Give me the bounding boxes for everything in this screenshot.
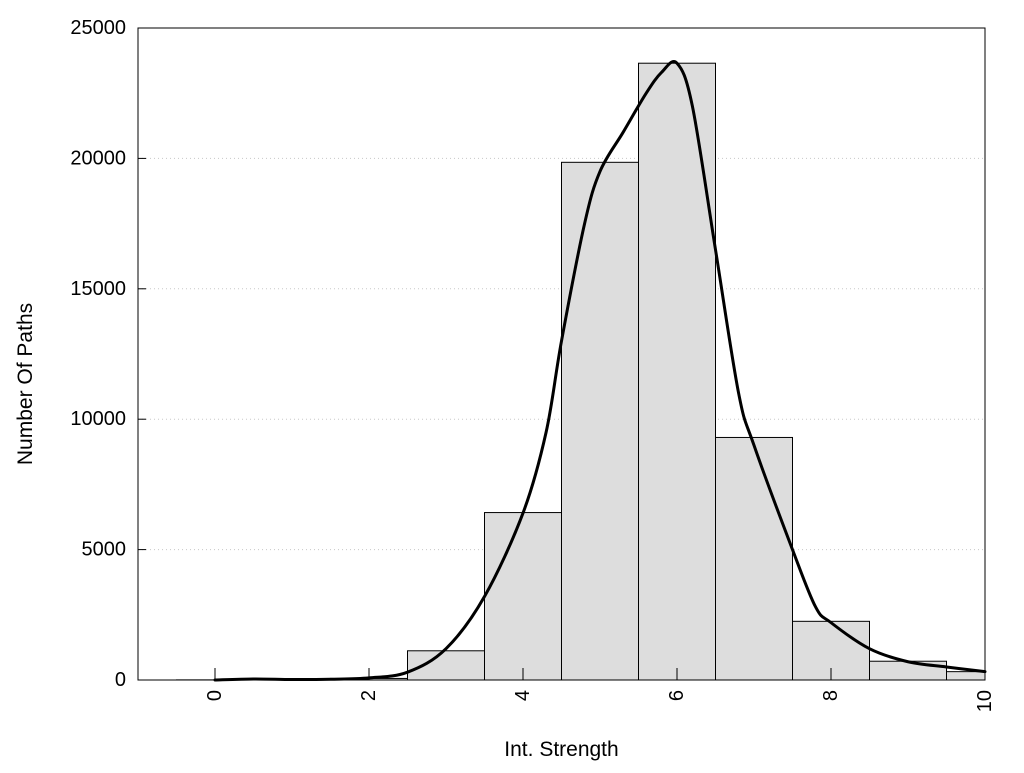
- x-tick-label-0: 0: [204, 690, 226, 701]
- y-tick-label-15000: 15000: [70, 278, 126, 300]
- y-tick-label-20000: 20000: [70, 147, 126, 169]
- histogram-bars: [177, 63, 986, 680]
- y-tick-label-0: 0: [115, 669, 126, 691]
- x-axis-title: Int. Strength: [504, 738, 618, 761]
- y-tick-label-5000: 5000: [82, 539, 127, 561]
- y-tick-label-10000: 10000: [70, 408, 126, 430]
- x-tick-label-8: 8: [820, 690, 842, 701]
- x-tick-label-6: 6: [666, 690, 688, 701]
- y-axis-title: Number Of Paths: [14, 303, 37, 465]
- y-tick-label-25000: 25000: [70, 17, 126, 39]
- histogram-bar-10: [947, 672, 986, 680]
- x-tick-label-10: 10: [974, 690, 996, 712]
- histogram-bar-3: [408, 651, 485, 680]
- histogram-bar-6: [639, 63, 716, 680]
- histogram-bar-7: [716, 437, 793, 680]
- x-tick-label-2: 2: [358, 690, 380, 701]
- y-axis-ticks: 0 5000 10000 15000 20000 25000: [70, 17, 146, 691]
- x-tick-label-4: 4: [512, 690, 534, 701]
- histogram-bar-5: [562, 162, 639, 680]
- histogram-bar-9: [870, 661, 947, 680]
- histogram-bar-4: [485, 513, 562, 680]
